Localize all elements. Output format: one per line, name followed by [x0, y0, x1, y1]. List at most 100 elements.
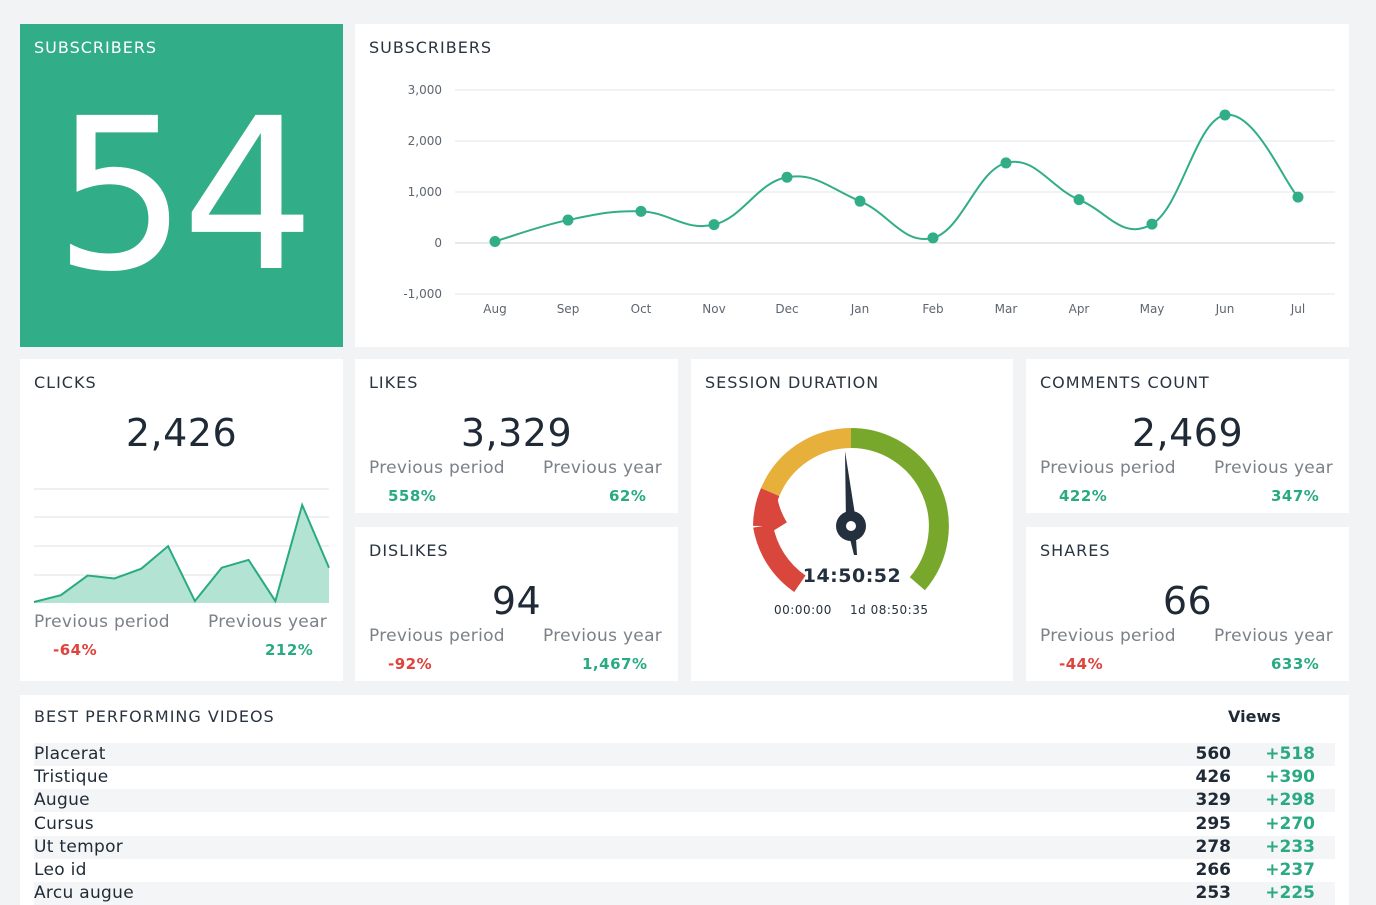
clicks-prev-year-value: 212% [265, 641, 314, 659]
data-point [1292, 191, 1304, 203]
video-name: Leo id [34, 860, 87, 880]
y-tick-label: 2,000 [408, 134, 442, 148]
comments-count-value: 2,469 [1131, 411, 1244, 455]
comments-prev-period-value: 422% [1059, 487, 1108, 505]
x-tick-label: Jan [850, 302, 870, 316]
video-row[interactable]: Arcu augue 253 +225 [34, 882, 1335, 905]
clicks-area-fill [34, 505, 329, 603]
subscribers-series-line [494, 113, 1299, 243]
video-row[interactable]: Leo id 266 +237 [34, 859, 1335, 882]
shares-title: SHARES [1040, 541, 1111, 560]
y-tick-label: 1,000 [408, 185, 442, 199]
x-tick-label: Feb [922, 302, 943, 316]
video-name: Tristique [34, 767, 109, 788]
data-point [1000, 157, 1012, 169]
dislikes-card: DISLIKES 94 Previous period Previous yea… [355, 527, 678, 681]
video-views: 329 [1195, 790, 1232, 811]
data-point [489, 235, 501, 247]
data-point [1146, 218, 1158, 230]
dislikes-prev-period-label: Previous period [369, 626, 505, 646]
x-tick-label: May [1140, 302, 1165, 316]
video-views: 426 [1195, 767, 1232, 788]
best-videos-card: BEST PERFORMING VIDEOS Views Placerat 560… [20, 695, 1349, 905]
gauge-red-arc-top [753, 488, 780, 527]
video-name: Cursus [34, 813, 94, 834]
comments-count-card: COMMENTS COUNT 2,469 Previous period Pre… [1026, 359, 1349, 513]
video-views-delta: +225 [1265, 883, 1315, 904]
video-row[interactable]: Cursus 295 +270 [34, 813, 1335, 836]
gauge-hub-center [846, 521, 856, 531]
data-point [854, 195, 866, 207]
clicks-prev-year-label: Previous year [208, 612, 328, 632]
session-duration-title: SESSION DURATION [705, 373, 880, 392]
likes-card: LIKES 3,329 Previous period Previous yea… [355, 359, 678, 513]
video-name: Arcu augue [34, 883, 134, 904]
data-point [708, 219, 720, 231]
gauge-yellow-arc [760, 428, 852, 497]
comments-prev-year-value: 347% [1271, 487, 1320, 505]
subscribers-kpi-value: 54 [53, 73, 315, 318]
gauge-max-label: 1d 08:50:35 [850, 603, 929, 617]
likes-prev-period-label: Previous period [369, 458, 505, 478]
video-row[interactable]: Placerat 560 +518 [34, 743, 1335, 766]
data-point [562, 214, 574, 226]
likes-prev-year-label: Previous year [543, 458, 663, 478]
gauge-green-arc [850, 428, 949, 591]
x-tick-label: Jul [1290, 302, 1305, 316]
video-views: 295 [1195, 813, 1232, 834]
x-tick-label: Aug [483, 302, 506, 316]
video-views-delta: +390 [1265, 767, 1315, 788]
dislikes-prev-year-value: 1,467% [582, 655, 648, 673]
x-tick-label: Oct [631, 302, 652, 316]
views-column-header: Views [1228, 707, 1281, 726]
video-row[interactable]: Tristique 426 +390 [34, 766, 1335, 789]
data-point [1073, 194, 1085, 206]
dislikes-title: DISLIKES [369, 541, 449, 560]
subscribers-chart-title: SUBSCRIBERS [369, 38, 493, 57]
y-tick-label: 3,000 [408, 83, 442, 97]
video-views: 560 [1195, 744, 1232, 764]
x-tick-label: Nov [702, 302, 725, 316]
video-row[interactable]: Augue 329 +298 [34, 789, 1335, 813]
clicks-prev-period-label: Previous period [34, 612, 170, 632]
gauge-needle [845, 451, 856, 523]
video-views: 278 [1195, 836, 1232, 857]
gauge-red-arc [753, 523, 806, 592]
subscribers-chart-card: SUBSCRIBERS -1,000 0 1,000 2,000 3,000 Aug Sep… [355, 24, 1349, 347]
x-tick-label: Mar [995, 302, 1018, 316]
video-views-delta: +298 [1265, 790, 1315, 811]
shares-value: 66 [1162, 579, 1213, 623]
video-views-delta: +233 [1265, 836, 1315, 857]
clicks-title: CLICKS [34, 373, 97, 392]
video-views-delta: +518 [1265, 744, 1315, 764]
clicks-area-line [33, 501, 330, 604]
dislikes-prev-period-value: -92% [388, 655, 433, 673]
dislikes-value: 94 [491, 579, 542, 623]
video-views: 266 [1195, 860, 1232, 880]
video-views-delta: +237 [1265, 860, 1315, 880]
x-tick-label: Apr [1069, 302, 1090, 316]
y-tick-label: 0 [434, 236, 442, 250]
shares-prev-year-label: Previous year [1214, 626, 1334, 646]
x-tick-label: Jun [1215, 302, 1235, 316]
clicks-card: CLICKS 2,426 Previous period Previous ye… [20, 359, 343, 681]
dislikes-prev-year-label: Previous year [543, 626, 663, 646]
clicks-prev-period-value: -64% [53, 641, 98, 659]
data-point [927, 232, 939, 244]
video-row[interactable]: Ut tempor 278 +233 [34, 835, 1335, 859]
likes-title: LIKES [369, 373, 419, 392]
shares-prev-year-value: 633% [1271, 655, 1320, 673]
comments-prev-year-label: Previous year [1214, 458, 1334, 478]
likes-prev-period-value: 558% [388, 487, 437, 505]
gauge-min-label: 00:00:00 [774, 603, 832, 617]
shares-prev-period-value: -44% [1059, 655, 1104, 673]
likes-value: 3,329 [460, 411, 573, 455]
clicks-sparkline [33, 488, 330, 604]
y-tick-label: -1,000 [403, 287, 442, 301]
video-views-delta: +270 [1265, 813, 1315, 834]
best-videos-title: BEST PERFORMING VIDEOS [34, 707, 275, 726]
shares-prev-period-label: Previous period [1040, 626, 1176, 646]
data-point [781, 171, 793, 183]
video-name: Augue [34, 790, 90, 811]
shares-card: SHARES 66 Previous period Previous year … [1026, 527, 1349, 681]
